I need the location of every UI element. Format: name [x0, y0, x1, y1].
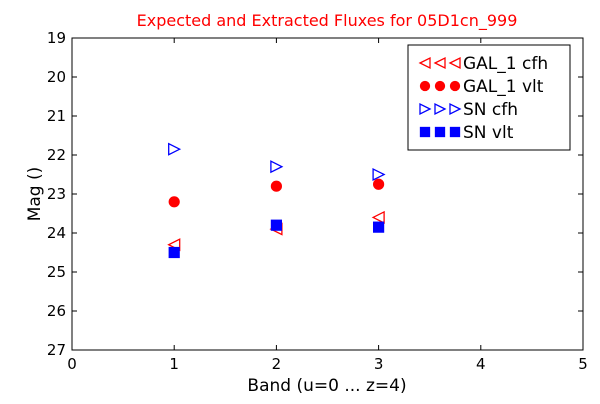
- data-point-series-1: [270, 180, 282, 192]
- data-point-series-3: [270, 219, 283, 231]
- legend-label: SN cfh: [463, 100, 518, 120]
- x-axis-label: Band (u=0 ... z=4): [247, 376, 406, 396]
- x-tick-label: 3: [374, 355, 384, 373]
- legend-items: GAL_1 cfh GAL_1 vlt SN cfh SN vlt: [418, 54, 548, 143]
- chart-title: Expected and Extracted Fluxes for 05D1cn…: [137, 11, 518, 31]
- y-axis-label: Mag (): [25, 167, 45, 222]
- legend-marker-series-0: [448, 56, 461, 70]
- data-point-series-3: [372, 221, 385, 233]
- data-point-series-2: [270, 160, 284, 174]
- data-point-series-1: [168, 196, 180, 208]
- legend-marker-series-2: [419, 102, 432, 116]
- data-point-series-2: [372, 167, 386, 182]
- y-tick-label: 25: [47, 263, 66, 281]
- y-tick-label: 21: [47, 107, 66, 125]
- data-point-series-2: [168, 142, 182, 156]
- y-tick-label: 22: [47, 146, 66, 164]
- y-tick-label: 20: [47, 68, 66, 86]
- legend-marker-series-3: [419, 126, 431, 138]
- data-point-series-0: [371, 210, 385, 224]
- y-tick-label: 26: [47, 302, 66, 320]
- y-tick-label: 27: [47, 341, 66, 359]
- x-tick-label: 5: [578, 355, 588, 373]
- y-tick-label: 23: [47, 185, 66, 203]
- legend-label: GAL_1 vlt: [463, 77, 544, 97]
- data-point-series-1: [372, 178, 385, 190]
- legend-marker-series-2: [449, 102, 462, 116]
- legend-label: SN vlt: [463, 123, 514, 143]
- x-tick-label: 4: [476, 355, 486, 373]
- legend-marker-series-1: [449, 80, 461, 92]
- y-tick-label: 19: [47, 29, 66, 47]
- legend-marker-series-0: [433, 56, 446, 70]
- legend-marker-series-1: [434, 80, 446, 92]
- markers-layer: [167, 142, 386, 259]
- legend-marker-series-3: [449, 126, 461, 138]
- legend-marker-series-0: [418, 56, 431, 70]
- legend-marker-series-3: [434, 126, 446, 138]
- x-tick-label: 2: [272, 355, 282, 373]
- legend: GAL_1 cfh GAL_1 vlt SN cfh SN vlt: [407, 44, 571, 151]
- legend-label: GAL_1 cfh: [463, 54, 548, 74]
- data-point-series-3: [168, 246, 180, 259]
- x-tick-label: 0: [67, 355, 77, 373]
- x-tick-label: 1: [169, 355, 179, 373]
- y-tick-label: 24: [47, 224, 66, 242]
- legend-marker-series-2: [434, 102, 447, 116]
- legend-marker-series-1: [419, 80, 431, 92]
